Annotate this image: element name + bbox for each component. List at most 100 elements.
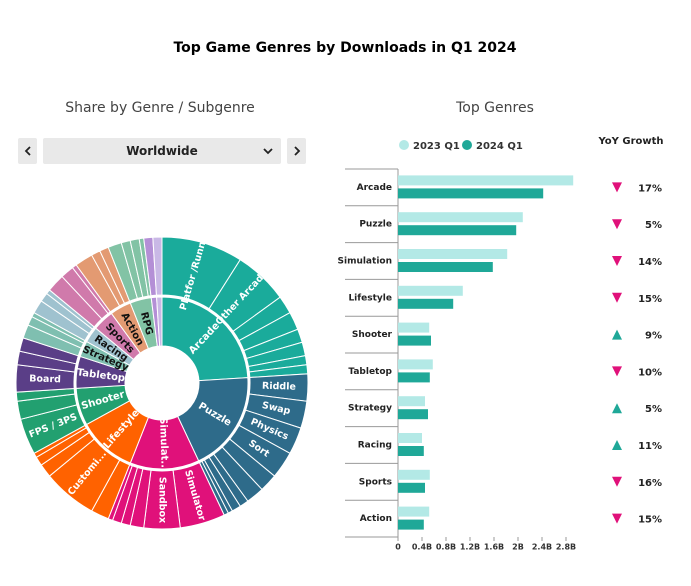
subgenre-segment <box>120 239 144 300</box>
growth-label: 5% <box>645 404 662 415</box>
segment-label: Platfor /Runner <box>178 229 212 311</box>
subgenre-segment <box>22 324 82 357</box>
growth-arrow <box>612 292 622 303</box>
bar <box>398 506 430 517</box>
genre-segment <box>129 297 158 350</box>
x-tick-label: 1.2B <box>460 543 480 552</box>
growth-label: 15% <box>638 515 662 526</box>
growth-label: 15% <box>638 294 662 305</box>
segment-label: Other Arcade <box>214 268 271 327</box>
subgenre-segment <box>19 404 86 455</box>
subgenre-segment <box>107 242 139 302</box>
genre-segment <box>129 415 200 470</box>
segment-label: Strategy <box>81 344 131 374</box>
subgenre-segment <box>208 259 281 332</box>
subgenre-segment <box>198 460 229 516</box>
growth-arrow <box>612 403 622 414</box>
genre-segment <box>79 340 131 373</box>
growth-arrow <box>612 440 622 450</box>
segment-label: Lifestyle <box>102 408 142 452</box>
bar <box>398 188 544 199</box>
subgenre-segment <box>33 424 87 459</box>
segment-label: Arcade <box>187 320 222 356</box>
subgenre-segment <box>75 254 121 313</box>
prev-button[interactable] <box>18 138 37 164</box>
growth-title: YoY Growth <box>597 136 663 147</box>
subgenre-segment <box>33 300 90 342</box>
bar-title: Top Genres <box>455 100 534 116</box>
subgenre-segment <box>35 427 90 466</box>
subgenre-segment <box>248 373 309 402</box>
subgenre-segment <box>31 311 86 344</box>
segment-label: Shooter <box>80 389 126 412</box>
genre-segment <box>110 302 150 354</box>
region-selected: Worldwide <box>126 144 198 158</box>
next-icon <box>293 146 300 156</box>
subgenre-segment <box>111 465 139 524</box>
subgenre-segment <box>143 236 158 297</box>
bar <box>398 482 425 493</box>
subgenre-segment <box>248 364 309 379</box>
growth-label: 16% <box>638 478 662 489</box>
segment-label: Riddle <box>262 381 296 393</box>
subgenre-segment <box>16 393 78 420</box>
subgenre-segment <box>18 337 79 365</box>
bar <box>398 446 424 456</box>
subgenre-segment <box>213 446 263 502</box>
bar <box>398 469 430 480</box>
growth-arrow <box>612 182 622 193</box>
x-tick-label: 0.8B <box>436 543 456 552</box>
dropdown-icon <box>263 148 273 155</box>
subgenre-segment <box>15 364 76 393</box>
subgenre-segment <box>138 237 152 297</box>
subgenre-segment <box>120 466 144 527</box>
bar <box>398 372 430 383</box>
x-tick-label: 0.4B <box>412 543 432 552</box>
x-tick-label: 2.8B <box>556 543 576 552</box>
segment-label: Sort <box>246 438 271 460</box>
genre-segment <box>150 296 161 347</box>
subgenre-segment <box>161 236 241 310</box>
segment-label: Tabletop <box>76 367 125 384</box>
bar <box>398 285 463 296</box>
subgenre-segment <box>40 292 94 335</box>
prev-icon <box>24 146 31 156</box>
x-tick-label: 2.4B <box>532 543 552 552</box>
growth-label: 14% <box>638 257 662 268</box>
subgenre-segment <box>45 289 95 330</box>
genre-segment <box>75 355 128 389</box>
subgenre-segment <box>99 246 131 305</box>
subgenre-segment <box>40 431 95 477</box>
legend-swatch <box>399 140 409 150</box>
subgenre-segment <box>129 468 152 529</box>
category-label: Sports <box>359 477 392 487</box>
next-button[interactable] <box>287 138 306 164</box>
subgenre-segment <box>245 393 308 429</box>
genre-segment <box>161 296 249 382</box>
subgenre-segment <box>238 311 299 352</box>
genre-segment <box>177 377 249 462</box>
bar <box>398 322 430 333</box>
subgenre-segment <box>107 464 133 522</box>
x-tick-label: 1.6B <box>484 543 504 552</box>
bar <box>398 359 433 370</box>
growth-label: 5% <box>645 220 662 231</box>
subgenre-segment <box>61 266 109 320</box>
subgenre-segment <box>152 236 163 296</box>
subgenre-segment <box>201 459 234 514</box>
bar <box>398 249 508 259</box>
bar <box>398 225 517 236</box>
region-dropdown[interactable]: Worldwide <box>43 138 281 164</box>
category-label: Puzzle <box>359 220 392 230</box>
segment-label: Racing <box>92 334 130 365</box>
subgenre-segment <box>245 341 306 368</box>
growth-label: 11% <box>638 441 662 452</box>
subgenre-segment <box>71 264 111 315</box>
segment-label: Puzzle <box>196 401 233 429</box>
segment-label: Sandbox <box>157 477 168 523</box>
bar <box>398 212 523 223</box>
category-label: Simulation <box>338 257 393 267</box>
legend-swatch <box>462 140 472 150</box>
segment-label: Physics <box>249 416 291 442</box>
